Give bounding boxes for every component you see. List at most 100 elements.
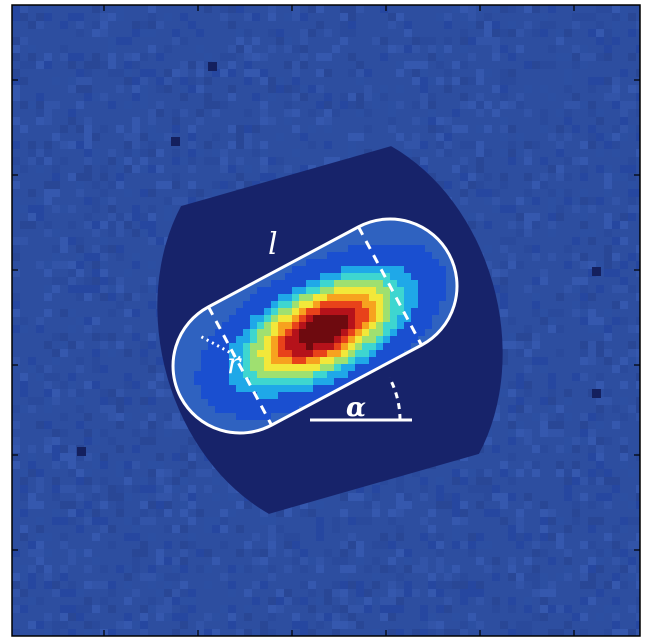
heat-pixel	[320, 315, 327, 322]
noise-pixel	[52, 77, 60, 85]
noise-pixel	[556, 149, 564, 157]
heat-pixel	[383, 322, 390, 329]
noise-pixel	[564, 29, 572, 37]
noise-pixel	[412, 141, 420, 149]
noise-pixel	[340, 597, 348, 605]
noise-pixel	[116, 229, 124, 237]
noise-pixel	[268, 173, 276, 181]
intensity-heatmap	[194, 245, 446, 420]
noise-pixel	[316, 517, 324, 525]
noise-pixel	[540, 357, 548, 365]
noise-pixel	[516, 397, 524, 405]
noise-pixel	[284, 533, 292, 541]
noise-pixel	[36, 197, 44, 205]
heat-pixel	[271, 315, 278, 322]
noise-pixel	[132, 333, 140, 341]
heat-pixel	[369, 343, 376, 350]
noise-pixel	[116, 221, 124, 229]
noise-pixel	[556, 533, 564, 541]
noise-pixel	[316, 501, 324, 509]
heat-pixel	[243, 343, 250, 350]
heat-pixel	[250, 343, 257, 350]
noise-pixel	[148, 565, 156, 573]
heat-pixel	[306, 259, 313, 266]
noise-pixel	[268, 13, 276, 21]
heat-pixel	[194, 371, 201, 378]
noise-pixel	[148, 125, 156, 133]
noise-pixel	[76, 141, 84, 149]
noise-pixel	[604, 389, 612, 397]
noise-pixel	[532, 61, 540, 69]
noise-pixel	[68, 557, 76, 565]
noise-pixel	[484, 221, 492, 229]
noise-pixel	[516, 405, 524, 413]
noise-pixel	[628, 125, 636, 133]
heat-pixel	[271, 308, 278, 315]
noise-pixel	[260, 173, 268, 181]
noise-pixel	[92, 621, 100, 629]
heat-pixel	[222, 378, 229, 385]
noise-pixel	[476, 149, 484, 157]
heat-pixel	[306, 399, 313, 406]
noise-pixel	[92, 53, 100, 61]
noise-pixel	[532, 213, 540, 221]
noise-pixel	[612, 13, 620, 21]
noise-pixel	[292, 533, 300, 541]
noise-pixel	[436, 45, 444, 53]
heat-pixel	[320, 364, 327, 371]
noise-pixel	[364, 597, 372, 605]
noise-pixel	[620, 69, 628, 77]
noise-pixel	[228, 69, 236, 77]
noise-pixel	[452, 5, 460, 13]
noise-pixel	[68, 141, 76, 149]
noise-pixel	[412, 69, 420, 77]
noise-pixel	[444, 133, 452, 141]
noise-pixel	[348, 141, 356, 149]
heat-pixel	[285, 364, 292, 371]
noise-pixel	[628, 285, 636, 293]
noise-pixel	[180, 541, 188, 549]
heat-pixel	[439, 287, 446, 294]
noise-pixel	[108, 205, 116, 213]
heat-pixel	[418, 301, 425, 308]
noise-pixel	[460, 157, 468, 165]
noise-pixel	[132, 205, 140, 213]
noise-pixel	[636, 293, 640, 301]
noise-pixel	[484, 485, 492, 493]
noise-pixel	[156, 389, 164, 397]
heat-pixel	[320, 308, 327, 315]
heat-pixel	[369, 329, 376, 336]
noise-pixel	[276, 589, 284, 597]
noise-pixel	[20, 589, 28, 597]
heat-pixel	[222, 329, 229, 336]
noise-pixel	[132, 29, 140, 37]
noise-pixel	[12, 405, 20, 413]
noise-pixel	[428, 109, 436, 117]
heat-pixel	[271, 364, 278, 371]
heat-pixel	[397, 273, 404, 280]
noise-pixel	[396, 573, 404, 581]
noise-pixel	[60, 565, 68, 573]
noise-pixel	[460, 37, 468, 45]
noise-pixel	[268, 613, 276, 621]
heat-pixel	[257, 315, 264, 322]
noise-pixel	[556, 293, 564, 301]
noise-pixel	[180, 581, 188, 589]
noise-pixel	[316, 69, 324, 77]
noise-pixel	[604, 469, 612, 477]
heat-pixel	[362, 266, 369, 273]
noise-pixel	[628, 573, 636, 581]
noise-pixel	[420, 101, 428, 109]
noise-pixel	[260, 117, 268, 125]
noise-pixel	[404, 29, 412, 37]
noise-pixel	[60, 541, 68, 549]
noise-pixel	[188, 437, 196, 445]
noise-pixel	[260, 149, 268, 157]
heat-pixel	[215, 371, 222, 378]
noise-pixel	[52, 493, 60, 501]
noise-pixel	[20, 565, 28, 573]
noise-pixel	[172, 525, 180, 533]
noise-pixel	[68, 237, 76, 245]
noise-pixel	[276, 597, 284, 605]
noise-pixel	[396, 477, 404, 485]
